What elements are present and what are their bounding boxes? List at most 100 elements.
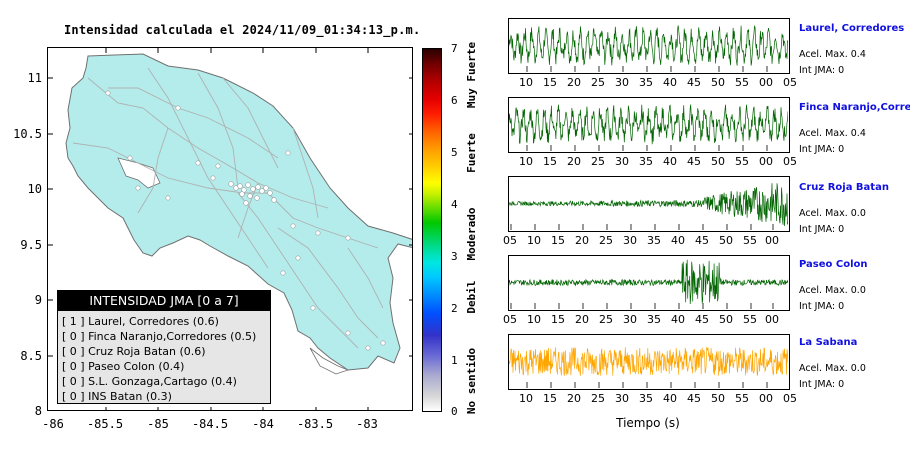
waveform-tick-label: 10 bbox=[519, 392, 533, 405]
waveform-tick-label: 20 bbox=[575, 234, 589, 247]
legend-item[interactable]: [ 0 ] S.L. Gonzaga,Cartago (0.4) bbox=[62, 375, 237, 388]
colorbar-value: 0 bbox=[451, 405, 458, 418]
waveform-tick-label: 35 bbox=[647, 234, 661, 247]
waveform-tick-label: 45 bbox=[695, 234, 709, 247]
waveform-tick-label: 15 bbox=[543, 155, 557, 168]
station-name-link[interactable]: Finca Naranjo,Corredores bbox=[799, 102, 910, 113]
station-acel-max: Acel. Max. 0.4 bbox=[799, 49, 866, 60]
waveform-tick-label: 05 bbox=[503, 313, 517, 326]
colorbar-value: 7 bbox=[451, 42, 458, 55]
waveform-trace bbox=[509, 259, 789, 309]
colorbar-value: 5 bbox=[451, 146, 458, 159]
waveform-tick-label: 05 bbox=[503, 234, 517, 247]
colorbar-category: Muy Fuerte bbox=[465, 41, 478, 109]
waveform-tick-label: 25 bbox=[591, 155, 605, 168]
waveform-trace bbox=[509, 183, 789, 230]
waveform-tick-label: 55 bbox=[735, 155, 749, 168]
y-tick-label: 8.5 bbox=[20, 349, 42, 363]
waveform-tick-label: 35 bbox=[639, 76, 653, 89]
waveform-tick-label: 05 bbox=[783, 76, 797, 89]
legend-item[interactable]: [ 1 ] Laurel, Corredores (0.6) bbox=[62, 315, 219, 328]
map-title: Intensidad calculada el 2024/11/09_01:34… bbox=[64, 23, 421, 37]
waveform-plot[interactable] bbox=[508, 176, 790, 232]
costa-rica-map bbox=[48, 48, 412, 410]
waveform-tick-label: 25 bbox=[591, 392, 605, 405]
waveform-plot[interactable] bbox=[508, 97, 790, 153]
waveform-tick-label: 30 bbox=[615, 76, 629, 89]
waveform-tick-label: 00 bbox=[765, 234, 779, 247]
waveform-tick-label: 20 bbox=[575, 313, 589, 326]
waveform-tick-label: 25 bbox=[591, 76, 605, 89]
waveform-tick-label: 50 bbox=[711, 155, 725, 168]
waveform-tick-label: 15 bbox=[543, 76, 557, 89]
waveform-tick-label: 30 bbox=[615, 392, 629, 405]
x-tick-label: -83.5 bbox=[296, 417, 334, 431]
y-tick-label: 8 bbox=[34, 404, 42, 418]
legend-title: INTENSIDAD JMA [0 a 7] bbox=[58, 291, 270, 311]
waveform-tick-labels: 05 10 15 20 25 30 35 40 45 50 55 00 bbox=[503, 234, 790, 248]
y-tick-label: 11 bbox=[27, 71, 42, 85]
waveform-tick-label: 40 bbox=[663, 392, 677, 405]
intensity-colorbar bbox=[422, 48, 442, 412]
x-tick-label: -84 bbox=[252, 417, 274, 431]
waveform-plot[interactable] bbox=[508, 18, 790, 74]
waveform-tick-label: 35 bbox=[647, 313, 661, 326]
station-acel-max: Acel. Max. 0.0 bbox=[799, 285, 866, 296]
waveform-tick-label: 50 bbox=[711, 76, 725, 89]
waveform-tick-label: 55 bbox=[735, 392, 749, 405]
legend-item[interactable]: [ 0 ] INS Batan (0.3) bbox=[62, 390, 172, 403]
waveform-tick-label: 15 bbox=[543, 392, 557, 405]
waveform-tick-label: 30 bbox=[615, 155, 629, 168]
waveform-tick-labels: 10 15 20 25 30 35 40 45 50 55 00 05 bbox=[508, 76, 797, 90]
waveform-tick-label: 45 bbox=[695, 313, 709, 326]
legend-item[interactable]: [ 0 ] Paseo Colon (0.4) bbox=[62, 360, 185, 373]
waveform-tick-label: 05 bbox=[783, 392, 797, 405]
colorbar-value: 3 bbox=[451, 250, 458, 263]
waveform-tick-label: 25 bbox=[599, 313, 613, 326]
station-name-link[interactable]: Paseo Colon bbox=[799, 259, 868, 270]
legend-item[interactable]: [ 0 ] Cruz Roja Batan (0.6) bbox=[62, 345, 206, 358]
x-tick-label: -83 bbox=[356, 417, 378, 431]
waveform-tick-label: 05 bbox=[783, 155, 797, 168]
waveform-tick-label: 45 bbox=[687, 392, 701, 405]
waveform-tick-label: 35 bbox=[639, 392, 653, 405]
colorbar-value: 4 bbox=[451, 198, 458, 211]
station-name-link[interactable]: Laurel, Corredores bbox=[799, 23, 905, 34]
waveform-plot[interactable] bbox=[508, 255, 790, 311]
y-tick-label: 9.5 bbox=[20, 238, 42, 252]
waveform-trace bbox=[509, 346, 789, 388]
colorbar-category: Fuerte bbox=[465, 133, 478, 173]
y-tick-label: 10 bbox=[27, 182, 42, 196]
colorbar-value: 1 bbox=[451, 354, 458, 367]
x-tick-label: -86 bbox=[42, 417, 64, 431]
legend-item[interactable]: [ 0 ] Finca Naranjo,Corredores (0.5) bbox=[62, 330, 257, 343]
station-name-link[interactable]: Cruz Roja Batan bbox=[799, 182, 889, 193]
waveform-tick-label: 20 bbox=[567, 155, 581, 168]
waveform-tick-label: 35 bbox=[639, 155, 653, 168]
waveform-tick-label: 10 bbox=[519, 155, 533, 168]
waveform-plot[interactable] bbox=[508, 334, 790, 390]
waveform-tick-label: 30 bbox=[623, 313, 637, 326]
waveform-tick-label: 15 bbox=[551, 234, 565, 247]
station-int-jma: Int JMA: 0 bbox=[799, 301, 845, 312]
waveform-tick-label: 45 bbox=[687, 155, 701, 168]
time-axis-label: Tiempo (s) bbox=[616, 416, 680, 430]
station-dots bbox=[105, 90, 386, 351]
x-tick-label: -84.5 bbox=[191, 417, 229, 431]
waveform-tick-label: 15 bbox=[551, 313, 565, 326]
station-acel-max: Acel. Max. 0.4 bbox=[799, 128, 866, 139]
waveform-tick-label: 40 bbox=[663, 155, 677, 168]
waveform-tick-label: 50 bbox=[719, 234, 733, 247]
station-name-link[interactable]: La Sabana bbox=[799, 337, 858, 348]
waveform-tick-label: 50 bbox=[719, 313, 733, 326]
waveform-tick-label: 30 bbox=[623, 234, 637, 247]
waveform-tick-label: 55 bbox=[735, 76, 749, 89]
waveform-trace bbox=[509, 104, 789, 151]
waveform-tick-label: 40 bbox=[671, 234, 685, 247]
y-tick-label: 9 bbox=[34, 293, 42, 307]
intensity-legend: INTENSIDAD JMA [0 a 7] [ 1 ] Laurel, Cor… bbox=[57, 290, 271, 404]
waveform-tick-label: 50 bbox=[711, 392, 725, 405]
waveform-tick-label: 55 bbox=[743, 234, 757, 247]
station-int-jma: Int JMA: 0 bbox=[799, 144, 845, 155]
station-int-jma: Int JMA: 0 bbox=[799, 224, 845, 235]
